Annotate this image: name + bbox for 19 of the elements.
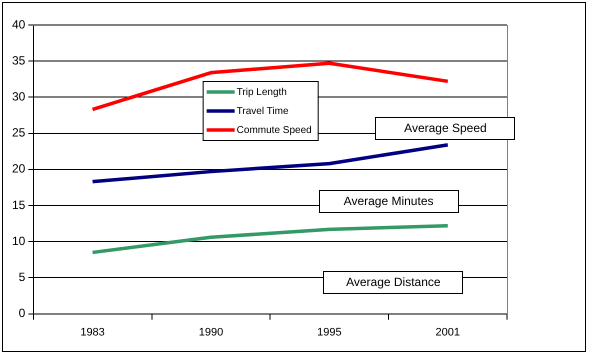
x-tick-label: 1990 bbox=[198, 326, 224, 338]
legend-label: Travel Time bbox=[236, 106, 289, 117]
y-tick-label: 0 bbox=[18, 306, 26, 320]
y-tick-label: 25 bbox=[12, 126, 26, 140]
legend-label: Commute Speed bbox=[236, 124, 312, 136]
y-tick-label: 5 bbox=[18, 270, 26, 284]
legend-label: Trip Length bbox=[236, 86, 287, 98]
x-tick-label: 1983 bbox=[80, 326, 105, 338]
y-tick-label: 40 bbox=[12, 17, 26, 32]
x-tick-label: 1995 bbox=[317, 326, 342, 338]
y-tick-label: 20 bbox=[12, 162, 26, 176]
y-tick-label: 35 bbox=[12, 53, 26, 68]
text-box: Average Minutes bbox=[318, 190, 459, 213]
text-box: Average Speed bbox=[375, 117, 516, 140]
y-tick-label: 15 bbox=[12, 198, 26, 212]
x-tick-label: 2001 bbox=[436, 326, 460, 338]
text-box: Average Distance bbox=[323, 270, 464, 294]
y-tick-label: 30 bbox=[12, 90, 26, 104]
y-tick-label: 10 bbox=[12, 234, 26, 248]
